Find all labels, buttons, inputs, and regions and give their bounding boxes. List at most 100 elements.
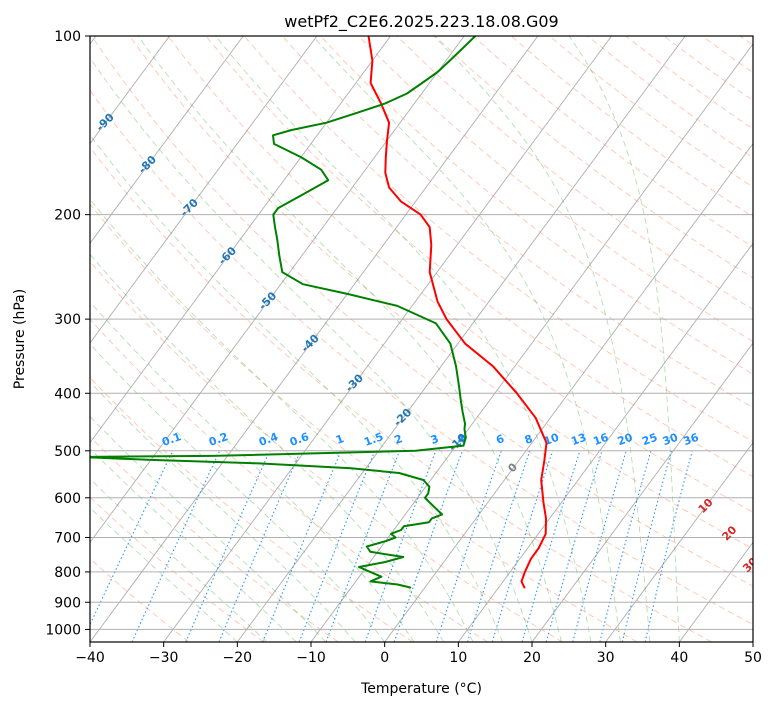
y-tick-label: 900 [54,595,81,611]
temperature-profile-line [367,36,548,589]
mixing-ratio-label: 0.2 [207,430,230,449]
mixing-ratio-line [491,450,554,642]
y-tick-label: 500 [54,444,81,460]
x-tick-label: −40 [75,650,105,666]
y-tick-label: 200 [54,208,81,224]
mixing-ratio-line [364,450,437,642]
mixing-ratio-label: 1.5 [362,430,385,449]
x-axis-title: Temperature (°C) [360,681,482,697]
isotherm-line [90,36,318,344]
moist-adiabat-line [90,198,474,642]
background-lines [90,36,753,642]
moist-adiabat-line [90,447,297,642]
dry-adiabat-line [90,89,753,626]
mixing-ratio-line [644,450,693,642]
mixing-ratio-line [298,450,376,642]
isotherm-line [90,36,391,444]
dewpoint-profile-line [90,36,477,589]
mixing-ratio-line [572,450,627,642]
moist-adiabat-line [90,381,356,642]
x-tick-label: 30 [597,650,615,666]
dry-adiabat-line [90,377,414,642]
moist-adiabat-line [90,343,386,642]
x-tick-label: −20 [223,650,253,666]
mixing-ratio-label: 6 [494,432,506,447]
mixing-ratio-line [435,450,502,642]
mixing-ratio-labels: 0.1 0.2 0.4 0.6 1 1.5 2 3 4 6 8 10 13 16 20 25 30 36 [160,430,700,449]
y-tick-label: 400 [54,386,81,402]
y-tick-label: 700 [54,531,81,547]
x-tick-label: −10 [296,650,326,666]
dry-adiabat-line [129,36,753,550]
mixing-ratio-label: 0.6 [288,430,311,449]
mixing-ratio-label: 36 [682,431,701,449]
chart-title: wetPf2_C2E6.2025.223.18.08.G09 [284,12,558,32]
x-tick-label: −30 [149,650,179,666]
moist-adiabat-line [433,36,651,642]
dry-adiabat-line [90,260,563,642]
x-tick-label: 20 [523,650,541,666]
mixing-ratio-label: 30 [661,431,680,449]
moist-adiabat-line [90,253,444,642]
moist-adiabat-line [90,506,238,642]
moist-adiabat-line [90,415,327,642]
mixing-ratio-label: 3 [429,432,441,447]
moist-adiabat-line [90,478,268,642]
dry-adiabat-line [167,36,753,513]
isotherm-line [90,36,244,245]
mixing-ratio-label: 1 [334,432,346,447]
moist-adiabat-line [568,36,680,642]
dry-adiabat-line [320,36,753,375]
y-tick-label: 100 [54,29,81,45]
mixing-ratio-label: 13 [569,431,588,448]
isotherm-line [163,36,612,642]
mixing-ratio-label: 0.4 [257,430,280,449]
x-tick-label: 40 [670,650,688,666]
y-tick-label: 1000 [45,622,81,638]
moist-adiabat-line [137,36,562,642]
mixing-ratio-line [218,450,302,642]
mixing-ratio-label: 8 [523,432,535,447]
dry-adiabat-line [91,36,753,587]
dry-adiabat-line [396,36,753,311]
mixing-ratio-line [521,450,581,642]
mixing-ratio-label: 4 [455,432,467,447]
isotherm-line [605,441,753,642]
data-series [90,36,548,589]
x-tick-label: 50 [744,650,762,666]
x-tick-label: 0 [380,650,389,666]
mixing-ratio-label: 0.1 [160,430,183,449]
isotherm-line [90,36,465,544]
y-axis-title: Pressure (hPa) [12,289,28,389]
y-axis-ticks: 100 200 300 400 500 600 700 800 900 1000 [45,29,90,638]
moist-adiabat-line [215,36,592,642]
y-tick-label: 600 [54,491,81,507]
dry-adiabat-line [90,203,638,642]
isotherm-line [457,242,753,642]
y-tick-label: 800 [54,565,81,581]
mixing-ratio-line [185,450,271,642]
mixing-ratio-line [325,450,401,642]
isotherm-line [384,142,753,642]
plot-frame [89,35,754,643]
dry-adiabat-line [358,36,753,343]
mixing-ratio-line [599,450,652,642]
dry-adiabat-line [90,146,712,642]
mixing-ratio-label: 2 [393,432,405,447]
moist-adiabat-line [312,36,621,642]
mixing-ratio-line [393,450,464,642]
isotherm-line [90,36,170,145]
mixing-ratio-label: 16 [591,431,610,449]
moist-adiabat-line [90,301,415,642]
x-axis-ticks: −40 −30 −20 −10 0 10 20 30 40 50 [75,642,762,666]
mixing-ratio-line [545,450,603,642]
isotherm-line [531,342,753,642]
x-tick-label: 10 [449,650,467,666]
mixing-ratio-line [262,450,342,642]
isotherm-line [90,36,539,642]
moist-adiabat-line [90,134,503,642]
y-tick-label: 300 [54,312,81,328]
mixing-ratio-line [466,450,531,642]
mixing-ratio-line [621,450,673,642]
